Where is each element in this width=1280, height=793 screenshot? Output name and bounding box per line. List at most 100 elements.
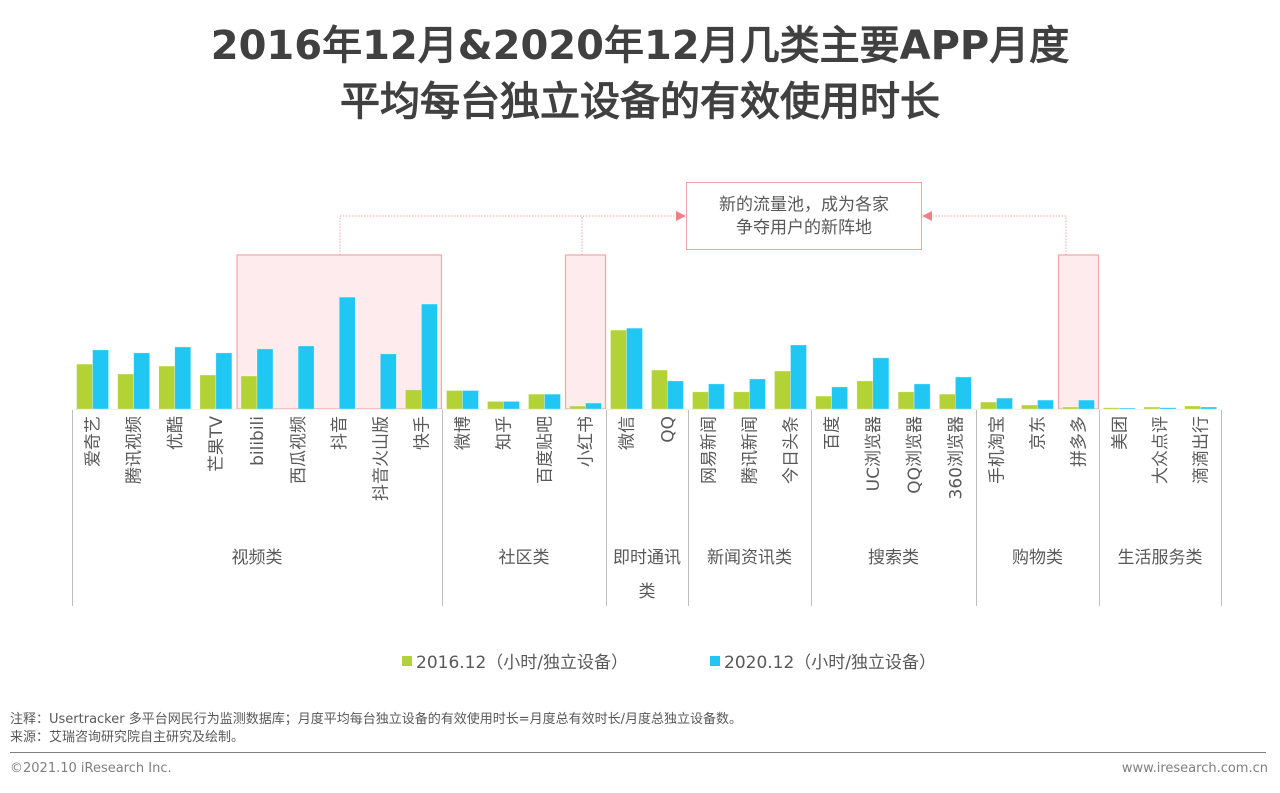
bar-2020-小红书 [585, 402, 602, 410]
category-label: UC浏览器 [864, 416, 884, 491]
annotation-line-2: 争夺用户的新阵地 [736, 218, 872, 238]
group-label-wrap: 类 [639, 582, 656, 602]
copyright: ©2021.10 iResearch Inc. [10, 761, 172, 776]
chart-title-line-1: 2016年12月&2020年12月几类主要APP月度 [210, 23, 1070, 69]
bar-2020-大众点评 [1159, 407, 1177, 410]
bar-2020-微博 [462, 390, 479, 410]
bar-2016-微信 [610, 329, 627, 410]
bar-2020-百度贴吧 [544, 393, 561, 410]
group-label: 购物类 [1012, 548, 1063, 568]
category-label: 西瓜视频 [289, 416, 309, 484]
category-label: 爱奇艺 [84, 416, 104, 467]
bar-2016-爱奇艺 [76, 363, 93, 410]
annotation-callout: 新的流量池，成为各家 争夺用户的新阵地 [686, 182, 922, 250]
footnote-note: 注释：Usertracker 多平台网民行为监测数据库；月度平均每台独立设备的有… [10, 712, 742, 727]
bar-2016-知乎 [487, 401, 504, 410]
connector-line-right [930, 215, 1067, 255]
category-label: 腾讯新闻 [741, 416, 761, 484]
bar-2016-QQ浏览器 [897, 391, 915, 410]
bar-2020-拼多多 [1078, 399, 1095, 410]
category-label: 芒果TV [207, 416, 227, 472]
bar-2020-滴滴出行 [1200, 406, 1217, 410]
bar-2016-拼多多 [1062, 406, 1079, 410]
footnote-source: 来源：艾瑞咨询研究院自主研究及绘制。 [10, 730, 245, 745]
bar-2016-美团 [1103, 407, 1120, 410]
bar-2020-京东 [1037, 399, 1054, 410]
group-label: 视频类 [232, 548, 283, 568]
category-label: 京东 [1029, 416, 1049, 450]
category-label: 今日头条 [782, 416, 802, 484]
category-label: 大众点评 [1151, 416, 1171, 484]
bar-2016-bilibili [240, 375, 258, 410]
bar-2020-美团 [1119, 407, 1136, 410]
bar-2016-百度 [815, 395, 832, 410]
bar-2016-优酷 [158, 365, 176, 410]
annotation-line-1: 新的流量池，成为各家 [719, 195, 889, 215]
category-label: QQ浏览器 [905, 416, 925, 494]
group-label: 生活服务类 [1118, 548, 1203, 568]
arrow-left-icon [922, 211, 932, 221]
group-label: 即时通讯 [613, 548, 681, 568]
bar-2020-抖音 [338, 296, 356, 410]
category-label: QQ [659, 416, 679, 443]
category-label: 知乎 [495, 416, 515, 450]
bar-2020-西瓜视频 [297, 345, 315, 410]
category-label: 抖音 [330, 416, 350, 450]
connector-layer [339, 211, 1067, 255]
category-label: 腾讯视频 [125, 416, 145, 484]
group-label: 新闻资讯类 [707, 548, 792, 568]
group-dividers [72, 410, 1222, 606]
bar-2016-腾讯新闻 [733, 391, 750, 410]
website-link[interactable]: www.iresearch.com.cn [1121, 761, 1268, 776]
category-label: 美团 [1110, 416, 1130, 450]
bar-2016-京东 [1021, 404, 1038, 410]
bar-2016-今日头条 [774, 370, 791, 410]
bar-2020-今日头条 [790, 344, 807, 410]
bar-2020-微信 [626, 327, 643, 410]
connector-line-left [339, 215, 680, 255]
bar-2020-优酷 [174, 346, 192, 410]
category-label: 微信 [618, 416, 638, 450]
bar-2020-百度 [831, 386, 848, 410]
bar-2020-UC浏览器 [872, 357, 890, 410]
bar-2020-网易新闻 [708, 383, 725, 410]
category-label: 小红书 [577, 416, 597, 467]
arrow-right-icon [676, 211, 686, 221]
bar-chart: 爱奇艺 腾讯视频 优酷 芒果TV bilibili 西瓜视频 抖音 抖音火山版 快手 微博 知乎 百度… [72, 211, 1222, 606]
bar-2020-腾讯新闻 [749, 378, 766, 410]
group-label: 社区类 [499, 548, 550, 568]
bar-2020-快手 [421, 303, 438, 410]
bar-2016-大众点评 [1143, 406, 1161, 410]
bar-2020-芒果TV [215, 352, 233, 410]
bar-2020-知乎 [503, 401, 520, 410]
category-label: 百度贴吧 [536, 416, 556, 484]
bar-2020-360浏览器 [955, 376, 972, 410]
category-label: bilibili [248, 416, 268, 466]
chart-title-line-2: 平均每台独立设备的有效使用时长 [340, 79, 940, 125]
category-label: 百度 [823, 416, 843, 450]
bar-2016-滴滴出行 [1184, 405, 1201, 410]
bar-2020-QQ浏览器 [913, 383, 931, 410]
category-label: 微博 [454, 416, 474, 450]
legend-label-2020: 2020.12（小时/独立设备） [724, 653, 937, 673]
bar-2016-UC浏览器 [856, 380, 874, 410]
legend-item-2016: 2016.12（小时/独立设备） [402, 648, 628, 673]
category-label: 360浏览器 [946, 416, 966, 499]
category-label: 抖音火山版 [371, 416, 391, 501]
footer-divider [10, 752, 1266, 753]
legend-swatch-2016 [402, 655, 412, 666]
category-label: 优酷 [166, 416, 186, 450]
bar-2016-快手 [405, 389, 422, 410]
category-label: 滴滴出行 [1192, 416, 1212, 484]
category-labels: 爱奇艺 腾讯视频 优酷 芒果TV bilibili 西瓜视频 抖音 抖音火山版 快手 微博 知乎 百度… [84, 416, 1212, 501]
bar-2016-网易新闻 [692, 391, 709, 410]
bar-2016-微博 [446, 390, 463, 410]
bar-2020-爱奇艺 [92, 349, 109, 410]
category-label: 手机淘宝 [988, 416, 1008, 484]
bar-2020-抖音火山版 [380, 353, 397, 410]
bar-2020-bilibili [256, 348, 274, 410]
legend-item-2020: 2020.12（小时/独立设备） [710, 648, 936, 673]
bar-2020-QQ [667, 380, 684, 410]
highlight-box-3 [1057, 254, 1100, 410]
